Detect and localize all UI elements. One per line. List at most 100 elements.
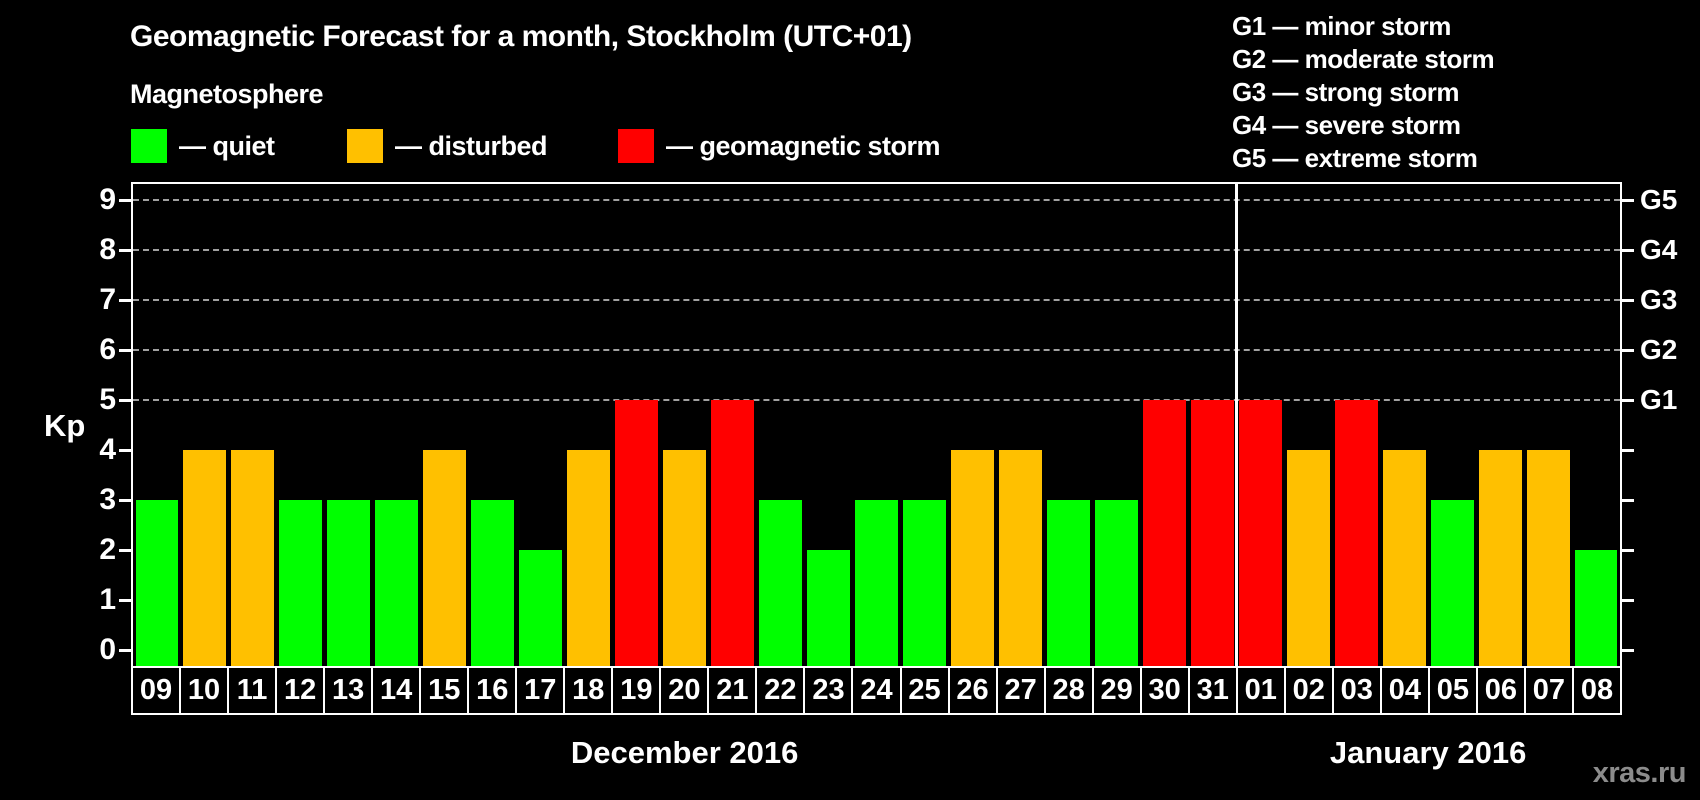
day-cell-18: 18 bbox=[563, 666, 614, 715]
kp-bar-day-16 bbox=[471, 500, 515, 666]
kp-bar-day-14 bbox=[375, 500, 419, 666]
kp-bar-day-19 bbox=[615, 400, 659, 666]
day-cell-14: 14 bbox=[371, 666, 422, 715]
day-cell-23: 23 bbox=[803, 666, 854, 715]
g-axis-label-G5: G5 bbox=[1640, 184, 1678, 215]
kp-bar-day-09 bbox=[135, 500, 179, 666]
legend-label: — quiet bbox=[179, 130, 275, 161]
y-tick-label-8: 8 bbox=[99, 233, 116, 266]
kp-bar-day-04 bbox=[1382, 450, 1426, 666]
day-cell-31: 31 bbox=[1187, 666, 1238, 715]
disturbed-color-swatch bbox=[347, 129, 383, 163]
y-tick-right-8 bbox=[1622, 248, 1634, 252]
y-axis-title: Kp bbox=[44, 408, 86, 443]
chart-title: Geomagnetic Forecast for a month, Stockh… bbox=[130, 20, 912, 53]
day-cell-12: 12 bbox=[275, 666, 326, 715]
y-tick-right-9 bbox=[1622, 198, 1634, 202]
g-scale-legend: G1 — minor storm G2 — moderate storm G3 … bbox=[1232, 10, 1495, 175]
legend-item-quiet: — quiet bbox=[131, 128, 275, 164]
gridline-kp7 bbox=[133, 299, 1620, 301]
day-cell-29: 29 bbox=[1091, 666, 1142, 715]
y-tick-label-7: 7 bbox=[99, 283, 116, 316]
month-separator-line bbox=[1234, 184, 1238, 666]
day-cell-10: 10 bbox=[179, 666, 230, 715]
day-cell-19: 19 bbox=[611, 666, 662, 715]
y-tick-right-6 bbox=[1622, 348, 1634, 352]
y-tick-left-7 bbox=[119, 298, 131, 302]
kp-bar-day-23 bbox=[807, 550, 850, 666]
day-cell-09: 09 bbox=[131, 666, 182, 715]
y-tick-left-8 bbox=[119, 248, 131, 252]
kp-bar-day-31 bbox=[1190, 400, 1234, 666]
kp-bar-day-07 bbox=[1526, 450, 1570, 666]
day-cell-21: 21 bbox=[707, 666, 758, 715]
y-tick-left-0 bbox=[119, 648, 131, 652]
kp-bar-day-02 bbox=[1286, 450, 1330, 666]
day-cell-03: 03 bbox=[1331, 666, 1382, 715]
quiet-color-swatch bbox=[131, 129, 167, 163]
kp-bar-day-27 bbox=[998, 450, 1042, 666]
month-label-0: December 2016 bbox=[570, 735, 799, 770]
y-tick-label-1: 1 bbox=[99, 583, 116, 616]
day-cell-24: 24 bbox=[851, 666, 902, 715]
kp-bar-day-10 bbox=[183, 450, 227, 666]
g-legend-line: G3 — strong storm bbox=[1232, 77, 1459, 107]
y-tick-label-2: 2 bbox=[99, 533, 116, 566]
day-cell-22: 22 bbox=[755, 666, 806, 715]
y-tick-right-0 bbox=[1622, 648, 1634, 652]
day-cell-07: 07 bbox=[1523, 666, 1574, 715]
day-cell-27: 27 bbox=[995, 666, 1046, 715]
kp-bar-day-05 bbox=[1430, 500, 1474, 666]
y-tick-right-5 bbox=[1622, 398, 1634, 402]
kp-bar-day-01 bbox=[1238, 400, 1282, 666]
kp-bar-day-03 bbox=[1334, 400, 1378, 666]
y-tick-right-3 bbox=[1622, 498, 1634, 502]
day-cell-04: 04 bbox=[1379, 666, 1430, 715]
kp-bar-day-20 bbox=[663, 450, 707, 666]
plot-area bbox=[119, 182, 1634, 668]
legend-item-disturbed: — disturbed bbox=[347, 128, 548, 164]
day-cell-08: 08 bbox=[1571, 666, 1622, 715]
g-legend-line: G1 — minor storm bbox=[1232, 11, 1451, 41]
y-tick-label-6: 6 bbox=[99, 333, 116, 366]
gridline-kp6 bbox=[133, 349, 1620, 351]
y-tick-right-7 bbox=[1622, 298, 1634, 302]
kp-bar-day-28 bbox=[1046, 500, 1090, 666]
day-cell-11: 11 bbox=[227, 666, 278, 715]
day-cell-06: 06 bbox=[1475, 666, 1526, 715]
g-legend-line: G4 — severe storm bbox=[1232, 110, 1461, 140]
kp-bar-day-17 bbox=[519, 550, 563, 666]
kp-bar-day-12 bbox=[279, 500, 323, 666]
kp-bar-day-08 bbox=[1574, 550, 1618, 666]
day-cell-26: 26 bbox=[947, 666, 998, 715]
gridline-kp5 bbox=[133, 399, 1620, 401]
chart-subtitle: Magnetosphere bbox=[130, 79, 324, 109]
y-tick-label-3: 3 bbox=[99, 483, 116, 516]
day-cell-20: 20 bbox=[659, 666, 710, 715]
kp-bar-day-24 bbox=[855, 500, 898, 666]
kp-bar-day-26 bbox=[950, 450, 994, 666]
kp-bar-day-15 bbox=[423, 450, 467, 666]
g-axis-label-G3: G3 bbox=[1640, 284, 1678, 315]
g-axis-label-G1: G1 bbox=[1640, 384, 1678, 415]
y-tick-label-4: 4 bbox=[99, 433, 116, 466]
kp-bar-day-21 bbox=[711, 400, 755, 666]
y-tick-left-1 bbox=[119, 598, 131, 602]
y-tick-right-2 bbox=[1622, 548, 1634, 552]
day-cell-15: 15 bbox=[419, 666, 470, 715]
kp-bar-day-13 bbox=[327, 500, 371, 666]
y-tick-left-6 bbox=[119, 348, 131, 352]
y-tick-left-9 bbox=[119, 198, 131, 202]
gridline-kp9 bbox=[133, 199, 1620, 201]
month-label-1: January 2016 bbox=[1329, 735, 1527, 770]
y-tick-right-1 bbox=[1622, 598, 1634, 602]
y-tick-label-5: 5 bbox=[99, 383, 116, 416]
day-cell-25: 25 bbox=[899, 666, 950, 715]
watermark: xras.ru bbox=[1592, 757, 1687, 789]
g-axis-label-G4: G4 bbox=[1640, 234, 1678, 265]
day-axis-band: 09 10 11 12 13 14 15 16 17 18 19 20 21 22 23 24 25 26 27 28… bbox=[131, 666, 1622, 715]
y-tick-left-2 bbox=[119, 548, 131, 552]
g-axis-label-G2: G2 bbox=[1640, 334, 1678, 365]
y-tick-left-5 bbox=[119, 398, 131, 402]
